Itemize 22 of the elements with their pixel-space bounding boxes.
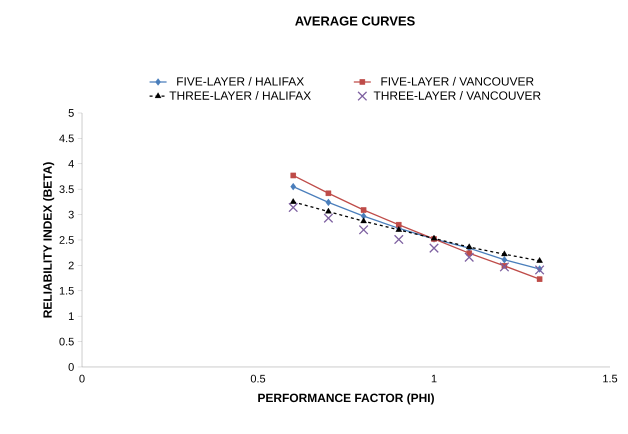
legend-label: THREE-LAYER / VANCOUVER: [374, 91, 541, 100]
y-tick-label: 2.5: [60, 236, 74, 244]
y-tick-label: 3: [68, 210, 74, 218]
legend-label: FIVE-LAYER / VANCOUVER: [381, 76, 534, 86]
x-tick-label: 1: [432, 374, 437, 382]
y-tick-label: 1: [68, 312, 74, 320]
y-tick-label: 5: [68, 109, 74, 117]
x-tick-label: 0: [79, 374, 85, 383]
chart-title: AVERAGE CURVES: [295, 16, 415, 26]
y-tick-label: 0: [68, 363, 74, 371]
legend-label: THREE-LAYER / HALIFAX: [169, 91, 311, 100]
y-tick-label: 3.5: [59, 185, 74, 194]
y-axis-title: RELIABILITY INDEX (BETA): [43, 162, 54, 318]
x-axis-title: PERFORMANCE FACTOR (PHI): [258, 393, 434, 405]
y-tick-label: 1.5: [60, 286, 74, 295]
y-tick-label: 0.5: [59, 338, 74, 346]
y-tick-label: 4.5: [59, 134, 74, 142]
x-tick-label: 0.5: [250, 374, 266, 383]
x-tick-label: 1.5: [603, 374, 618, 382]
legend-label: FIVE-LAYER / HALIFAX: [177, 76, 304, 86]
y-tick-label: 2: [68, 262, 74, 270]
y-tick-label: 4: [68, 160, 74, 168]
